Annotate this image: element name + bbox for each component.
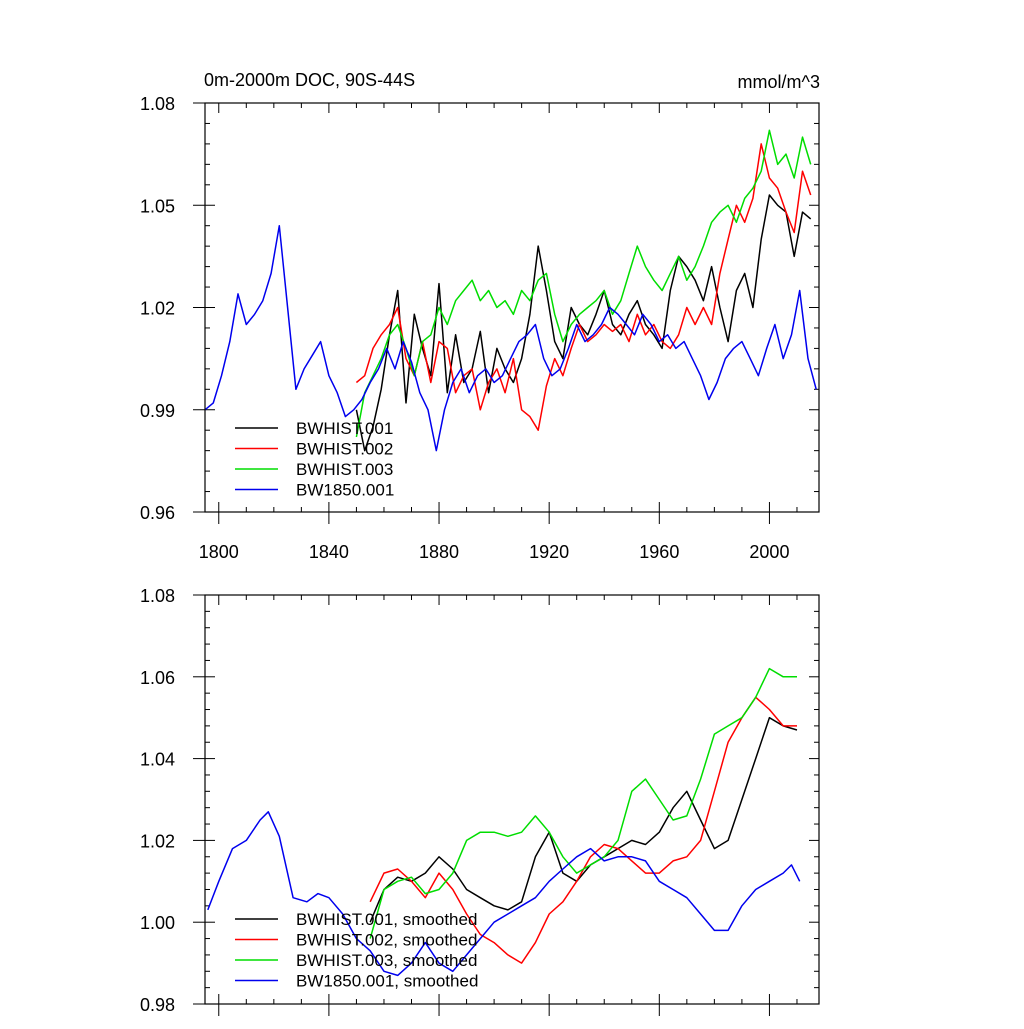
y-tick-label: 0.96 (140, 503, 175, 523)
legend-label: BWHIST.001 (296, 419, 393, 438)
y-tick-label: 1.02 (140, 299, 175, 319)
y-tick-label: 1.00 (140, 913, 175, 933)
x-tick-label: 1920 (529, 542, 569, 562)
series-line-bw1850-001 (204, 224, 817, 452)
series-line-bwhist-003 (355, 129, 812, 438)
legend-label: BWHIST.003 (296, 460, 393, 479)
legend-label: BWHIST.002 (296, 440, 393, 459)
y-tick-label: 1.02 (140, 831, 175, 851)
top-chart-panel: 0m-2000m DOC, 90S-44S mmol/m^3 1800 1840 1… (140, 70, 820, 562)
chart-units: mmol/m^3 (738, 72, 820, 92)
series-line-bwhist-001 (355, 194, 812, 452)
y-tick-label: 1.06 (140, 668, 175, 688)
y-tick-label: 1.04 (140, 750, 175, 770)
legend-label: BW1850.001 (296, 481, 394, 500)
legend-label: BWHIST.003, smoothed (296, 951, 477, 970)
legend-label: BWHIST.001, smoothed (296, 910, 477, 929)
bottom-chart-legend: BWHIST.001, smoothed BWHIST.002, smoothed… (235, 910, 478, 991)
bottom-chart-frame (204, 594, 820, 1005)
series-line-bwhist-001-smoothed (369, 716, 798, 923)
y-tick-label: 1.05 (140, 196, 175, 216)
bottom-chart-panel: 0.98 1.00 1.02 1.04 1.06 1.08 BWHIST.001, smo… (140, 586, 820, 1016)
x-tick-label: 2000 (749, 542, 789, 562)
y-tick-label: 0.98 (140, 995, 175, 1015)
top-chart-series (204, 129, 817, 452)
y-tick-label: 0.99 (140, 401, 175, 421)
x-tick-label: 1960 (639, 542, 679, 562)
bottom-chart-ticks: 0.98 1.00 1.02 1.04 1.06 1.08 (140, 586, 819, 1016)
chart-title: 0m-2000m DOC, 90S-44S (204, 70, 415, 90)
bottom-chart-series (207, 667, 801, 977)
x-tick-label: 1800 (199, 542, 239, 562)
legend-label: BW1850.001, smoothed (296, 972, 478, 991)
legend-label: BWHIST.002, smoothed (296, 931, 477, 950)
top-chart-frame (204, 102, 820, 513)
series-line-bwhist-002 (355, 143, 812, 431)
y-tick-label: 1.08 (140, 586, 175, 606)
x-tick-label: 1840 (309, 542, 349, 562)
series-line-bw1850-001-smoothed (207, 811, 801, 977)
x-tick-label: 1880 (419, 542, 459, 562)
top-chart-ticks: 1800 1840 1880 1920 1960 2000 0.96 0.99 1.02 1.05… (140, 94, 819, 562)
series-line-bwhist-003-smoothed (369, 667, 797, 939)
y-tick-label: 1.08 (140, 94, 175, 114)
